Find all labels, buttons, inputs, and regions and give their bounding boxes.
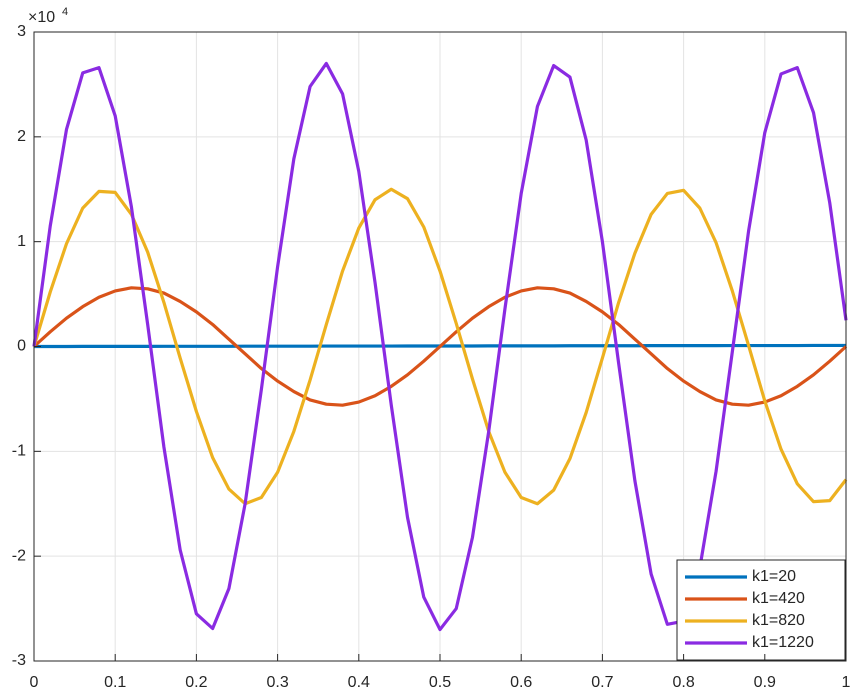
x-tick-label: 0.4 [348, 674, 370, 691]
x-tick-label: 0.2 [185, 674, 207, 691]
y-tick-label: 0 [17, 338, 26, 355]
series-line [32, 61, 848, 632]
x-tick-label: 1 [842, 674, 851, 691]
series-line [32, 187, 848, 506]
x-tick-label: 0.3 [266, 674, 288, 691]
series-line [32, 286, 848, 407]
x-tick-label: 0 [30, 674, 39, 691]
x-tick-label: 0.5 [429, 674, 451, 691]
x-tick-label: 0.7 [591, 674, 613, 691]
exponent-base: ×10 [28, 9, 55, 26]
x-tick-label: 0.8 [672, 674, 694, 691]
exponent-power: 4 [62, 6, 68, 18]
x-tick-label: 0.9 [754, 674, 776, 691]
y-tick-label: 3 [17, 23, 26, 40]
legend-label: k1=1220 [752, 634, 814, 651]
x-tick-label: 0.1 [104, 674, 126, 691]
legend: k1=20 k1=420 k1=820 k1=1220 [676, 559, 846, 661]
y-tick-label: -2 [12, 547, 26, 564]
legend-label: k1=420 [752, 590, 805, 607]
y-tick-label: 1 [17, 233, 26, 250]
plot-lines [32, 61, 848, 632]
y-tick-label: -3 [12, 652, 26, 669]
legend-label: k1=820 [752, 612, 805, 629]
y-tick-label: 2 [17, 128, 26, 145]
legend-label: k1=20 [752, 568, 796, 585]
x-tick-label: 0.6 [510, 674, 532, 691]
y-tick-label: -1 [12, 443, 26, 460]
